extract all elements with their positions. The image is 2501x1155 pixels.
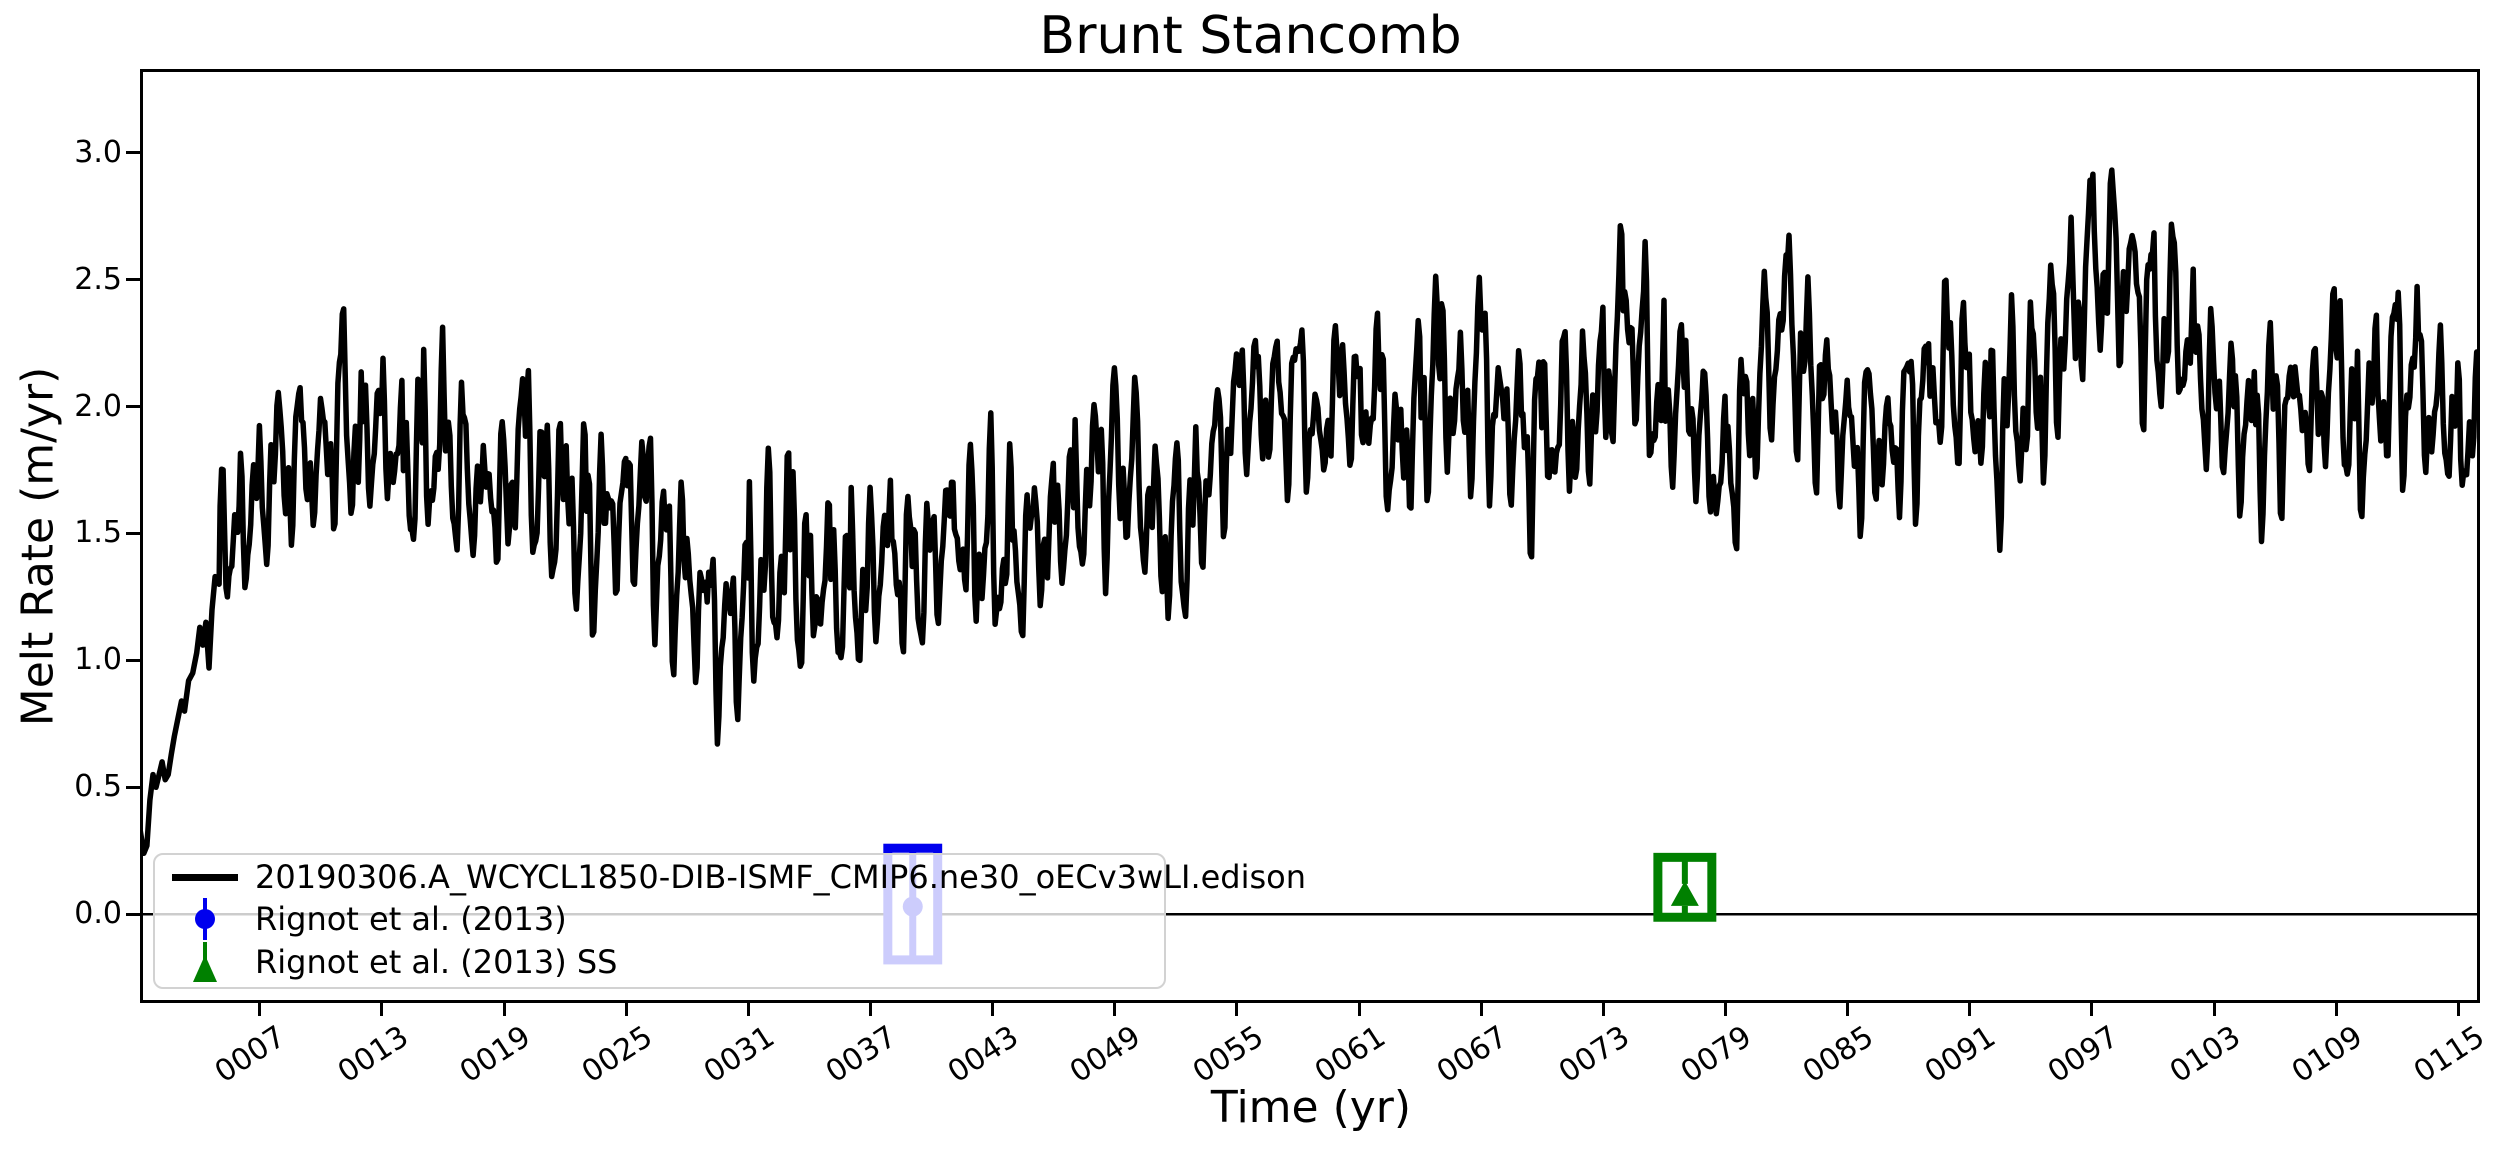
y-tick-mark [126,658,140,662]
x-tick-mark [1846,1003,1850,1016]
x-tick-label: 0025 [575,1019,659,1091]
legend-item-rignot: Rignot et al. (2013) [169,897,1154,940]
y-tick-label: 2.0 [74,388,122,424]
y-tick-label: 1.5 [74,515,122,551]
y-tick-mark [126,151,140,155]
x-tick-label: 0013 [331,1019,415,1091]
x-tick-mark [624,1003,628,1016]
x-tick-label: 0085 [1797,1019,1881,1091]
series-line [143,167,2477,857]
x-tick-label: 0031 [697,1019,781,1091]
legend-item-rignot-ss: Rignot et al. (2013) SS [169,940,1154,983]
x-tick-mark [1723,1003,1727,1016]
x-tick-label: 0103 [2163,1019,2247,1091]
y-tick-label: 2.5 [74,261,122,297]
x-tick-label: 0109 [2285,1019,2369,1091]
y-tick-label: 0.5 [74,769,122,805]
y-tick-label: 0.0 [74,896,122,932]
legend-errorbar-circle-icon [169,897,241,941]
legend-item-label: 20190306.A_WCYCL1850-DIB-ISMF_CMIP6.ne30… [255,858,1307,896]
x-tick-mark [1235,1003,1239,1016]
x-tick-label: 0067 [1430,1019,1514,1091]
x-tick-mark [380,1003,384,1016]
legend-item-label: Rignot et al. (2013) SS [255,942,618,981]
x-axis-label: Time (yr) [1210,1082,1412,1133]
x-tick-mark [1479,1003,1483,1016]
x-tick-label: 0115 [2407,1019,2491,1091]
x-tick-mark [2212,1003,2216,1016]
x-tick-mark [1113,1003,1117,1016]
x-tick-mark [502,1003,506,1016]
x-tick-mark [1357,1003,1361,1016]
y-tick-mark [126,405,140,409]
x-tick-mark [991,1003,995,1016]
x-tick-label: 0061 [1308,1019,1392,1091]
legend-item-model: 20190306.A_WCYCL1850-DIB-ISMF_CMIP6.ne30… [169,857,1306,897]
y-tick-mark [126,912,140,916]
legend-line-swatch [169,873,241,881]
x-tick-mark [1968,1003,1972,1016]
x-tick-mark [869,1003,873,1016]
x-tick-label: 0097 [2041,1019,2125,1091]
x-tick-label: 0049 [1064,1019,1148,1091]
y-tick-mark [126,531,140,535]
x-tick-label: 0037 [819,1019,904,1091]
x-tick-label: 0091 [1919,1019,2003,1091]
y-tick-mark [126,278,140,282]
chart-title: Brunt Stancomb [1039,6,1462,66]
x-tick-mark [746,1003,750,1016]
legend: 20190306.A_WCYCL1850-DIB-ISMF_CMIP6.ne30… [153,853,1306,989]
x-tick-mark [2090,1003,2094,1016]
rignot-ss-mean-marker [1670,880,1699,906]
x-tick-mark [2334,1003,2338,1016]
x-tick-label: 0007 [209,1019,293,1091]
x-tick-mark [2456,1003,2460,1016]
x-tick-mark [1601,1003,1605,1016]
x-tick-mark [258,1003,262,1016]
plot-area [140,69,2480,1003]
x-tick-label: 0073 [1552,1019,1636,1091]
x-tick-label: 0019 [453,1019,537,1091]
x-tick-label: 0079 [1674,1019,1758,1091]
y-tick-label: 3.0 [74,134,122,170]
x-tick-label: 0055 [1186,1019,1270,1091]
legend-errorbar-triangle-icon [169,940,241,984]
legend-item-label: Rignot et al. (2013) [255,899,567,938]
y-tick-mark [126,785,140,789]
x-tick-label: 0043 [942,1019,1026,1091]
y-tick-label: 1.0 [74,642,122,678]
